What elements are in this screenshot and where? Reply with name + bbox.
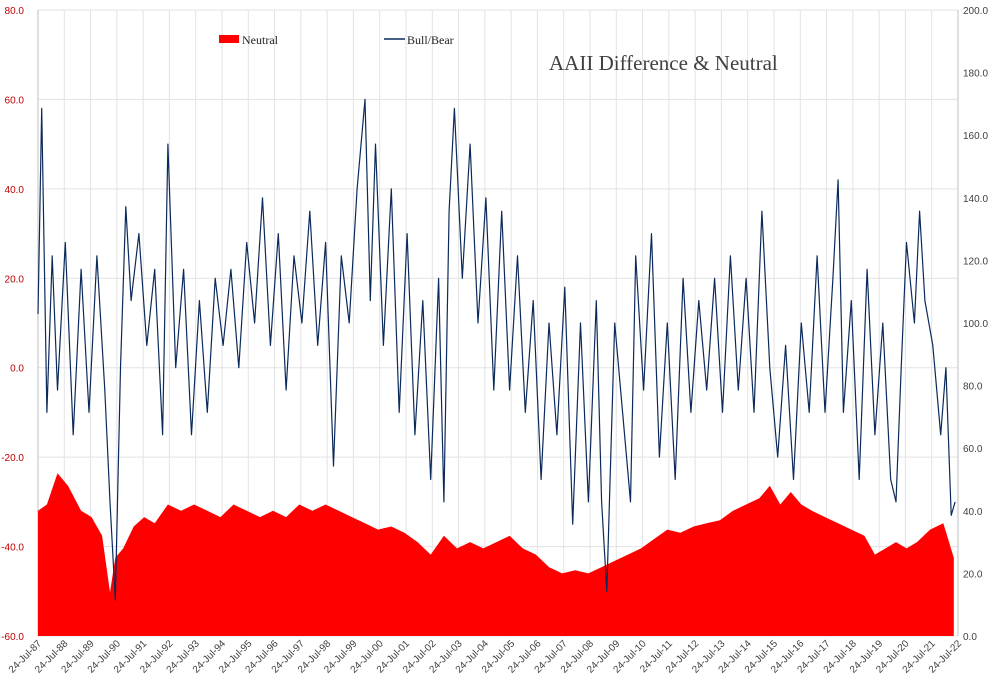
legend-neutral-label: Neutral <box>242 33 279 47</box>
left-tick-label: 80.0 <box>5 6 25 17</box>
bull-bear-series <box>37 98 956 601</box>
right-axis-ticks: 0.0 20.0 40.0 60.0 80.0 100.0 120.0 140.0 160.0 1… <box>963 6 988 643</box>
bull-bear-line <box>37 98 956 601</box>
right-tick-label: 40.0 <box>963 507 983 518</box>
right-tick-label: 180.0 <box>963 69 988 80</box>
right-tick-label: 120.0 <box>963 256 988 267</box>
right-tick-label: 100.0 <box>963 319 988 330</box>
legend: Neutral Bull/Bear <box>219 33 454 47</box>
right-tick-label: 80.0 <box>963 382 983 393</box>
neutral-area <box>38 473 954 636</box>
right-tick-label: 200.0 <box>963 6 988 17</box>
right-tick-label: 0.0 <box>963 632 977 643</box>
chart-title: AAII Difference & Neutral <box>549 51 778 75</box>
legend-neutral-swatch <box>219 35 239 43</box>
right-tick-label: 140.0 <box>963 194 988 205</box>
left-tick-label: 0.0 <box>10 364 24 375</box>
neutral-series <box>38 473 954 636</box>
left-tick-label: 60.0 <box>5 95 25 106</box>
right-tick-label: 60.0 <box>963 444 983 455</box>
left-tick-label: -20.0 <box>1 453 24 464</box>
left-tick-label: 40.0 <box>5 185 25 196</box>
left-tick-label: 20.0 <box>5 274 25 285</box>
left-tick-label: -60.0 <box>1 632 24 643</box>
left-tick-label: -40.0 <box>1 543 24 554</box>
left-axis-ticks: -60.0 -40.0 -20.0 0.0 20.0 40.0 60.0 80.0 <box>1 6 24 643</box>
legend-bull-bear-label: Bull/Bear <box>407 33 454 47</box>
right-tick-label: 160.0 <box>963 131 988 142</box>
right-tick-label: 20.0 <box>963 569 983 580</box>
